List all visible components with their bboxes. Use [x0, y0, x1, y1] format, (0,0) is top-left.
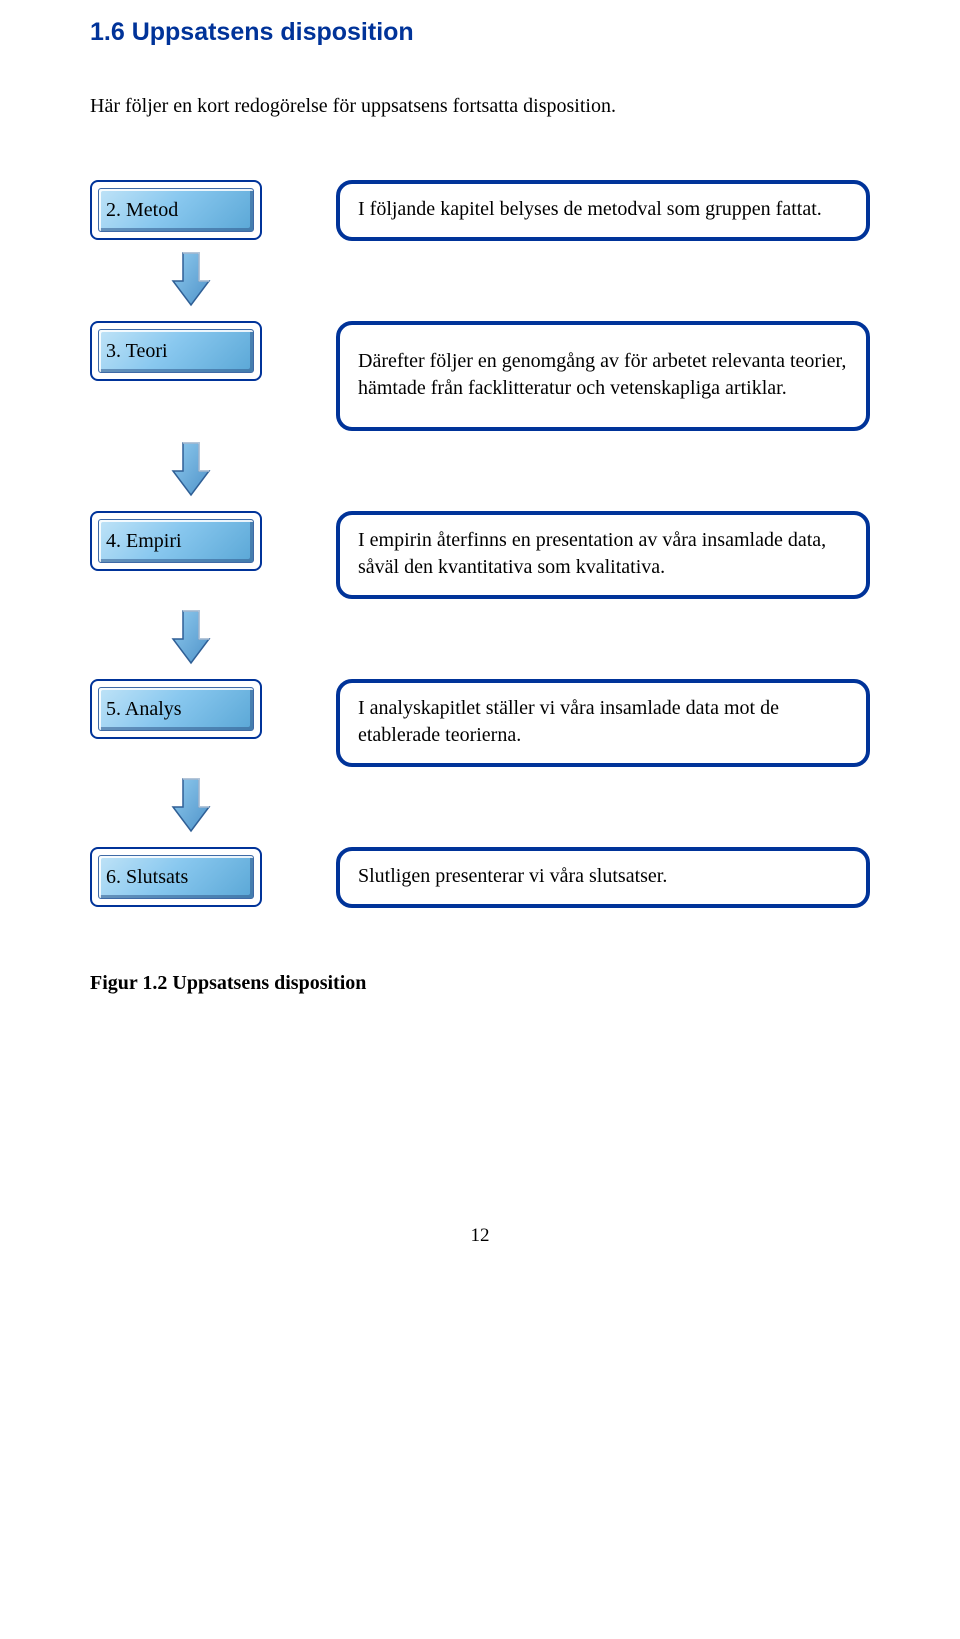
step-desc-empiri: I empirin återfinns en presentation av v… — [336, 511, 870, 599]
arrow-row — [90, 431, 870, 511]
step-label-text: 5. Analys — [106, 698, 182, 721]
step-left-col: 6. Slutsats — [90, 847, 262, 907]
step-label-box-slutsats: 6. Slutsats — [90, 847, 262, 907]
step-desc-slutsats: Slutligen presenterar vi våra slutsatser… — [336, 847, 870, 908]
page-number: 12 — [90, 1225, 870, 1247]
intro-paragraph: Här följer en kort redogörelse för uppsa… — [90, 93, 870, 120]
arrow-row — [90, 599, 870, 679]
step-label-text: 6. Slutsats — [106, 866, 188, 889]
step-desc-text: I empirin återfinns en presentation av v… — [358, 527, 848, 581]
step-desc-analys: I analyskapitlet ställer vi våra insamla… — [336, 679, 870, 767]
arrow-col — [90, 767, 262, 847]
step-label-text: 3. Teori — [106, 340, 168, 363]
down-arrow-icon — [171, 777, 211, 833]
step-label-box-teori: 3. Teori — [90, 321, 262, 381]
step-label-box-empiri: 4. Empiri — [90, 511, 262, 571]
step-desc-text: Slutligen presenterar vi våra slutsatser… — [358, 863, 667, 890]
step-row-analys: 5. Analys I analyskapitlet ställer vi vår… — [90, 679, 870, 767]
arrow-col — [90, 241, 262, 321]
step-desc-metod: I följande kapitel belyses de metodval s… — [336, 180, 870, 241]
down-arrow-icon — [171, 609, 211, 665]
step-left-col: 2. Metod — [90, 180, 262, 240]
arrow-row — [90, 241, 870, 321]
step-label-box-metod: 2. Metod — [90, 180, 262, 240]
section-heading: 1.6 Uppsatsens disposition — [90, 18, 870, 47]
step-row-empiri: 4. Empiri I empirin återfinns en presenta… — [90, 511, 870, 599]
step-left-col: 5. Analys — [90, 679, 262, 739]
step-desc-text: Därefter följer en genomgång av för arbe… — [358, 348, 848, 402]
step-row-metod: 2. Metod I följande kapitel belyses de me… — [90, 180, 870, 241]
step-left-col: 3. Teori — [90, 321, 262, 381]
arrow-wrap — [90, 767, 262, 847]
arrow-col — [90, 599, 262, 679]
step-left-col: 4. Empiri — [90, 511, 262, 571]
step-label-text: 2. Metod — [106, 199, 178, 222]
step-label-box-analys: 5. Analys — [90, 679, 262, 739]
step-label-text: 4. Empiri — [106, 530, 182, 553]
step-desc-text: I analyskapitlet ställer vi våra insamla… — [358, 695, 848, 749]
page: 1.6 Uppsatsens disposition Här följer en… — [0, 0, 960, 1287]
step-desc-teori: Därefter följer en genomgång av för arbe… — [336, 321, 870, 431]
down-arrow-icon — [171, 441, 211, 497]
arrow-wrap — [90, 599, 262, 679]
down-arrow-icon — [171, 251, 211, 307]
arrow-wrap — [90, 241, 262, 321]
figure-caption: Figur 1.2 Uppsatsens disposition — [90, 972, 870, 995]
arrow-wrap — [90, 431, 262, 511]
disposition-flow: 2. Metod I följande kapitel belyses de me… — [90, 180, 870, 908]
arrow-col — [90, 431, 262, 511]
step-row-teori: 3. Teori Därefter följer en genomgång av … — [90, 321, 870, 431]
arrow-row — [90, 767, 870, 847]
step-desc-text: I följande kapitel belyses de metodval s… — [358, 196, 822, 223]
step-row-slutsats: 6. Slutsats Slutligen presenterar vi våra… — [90, 847, 870, 908]
